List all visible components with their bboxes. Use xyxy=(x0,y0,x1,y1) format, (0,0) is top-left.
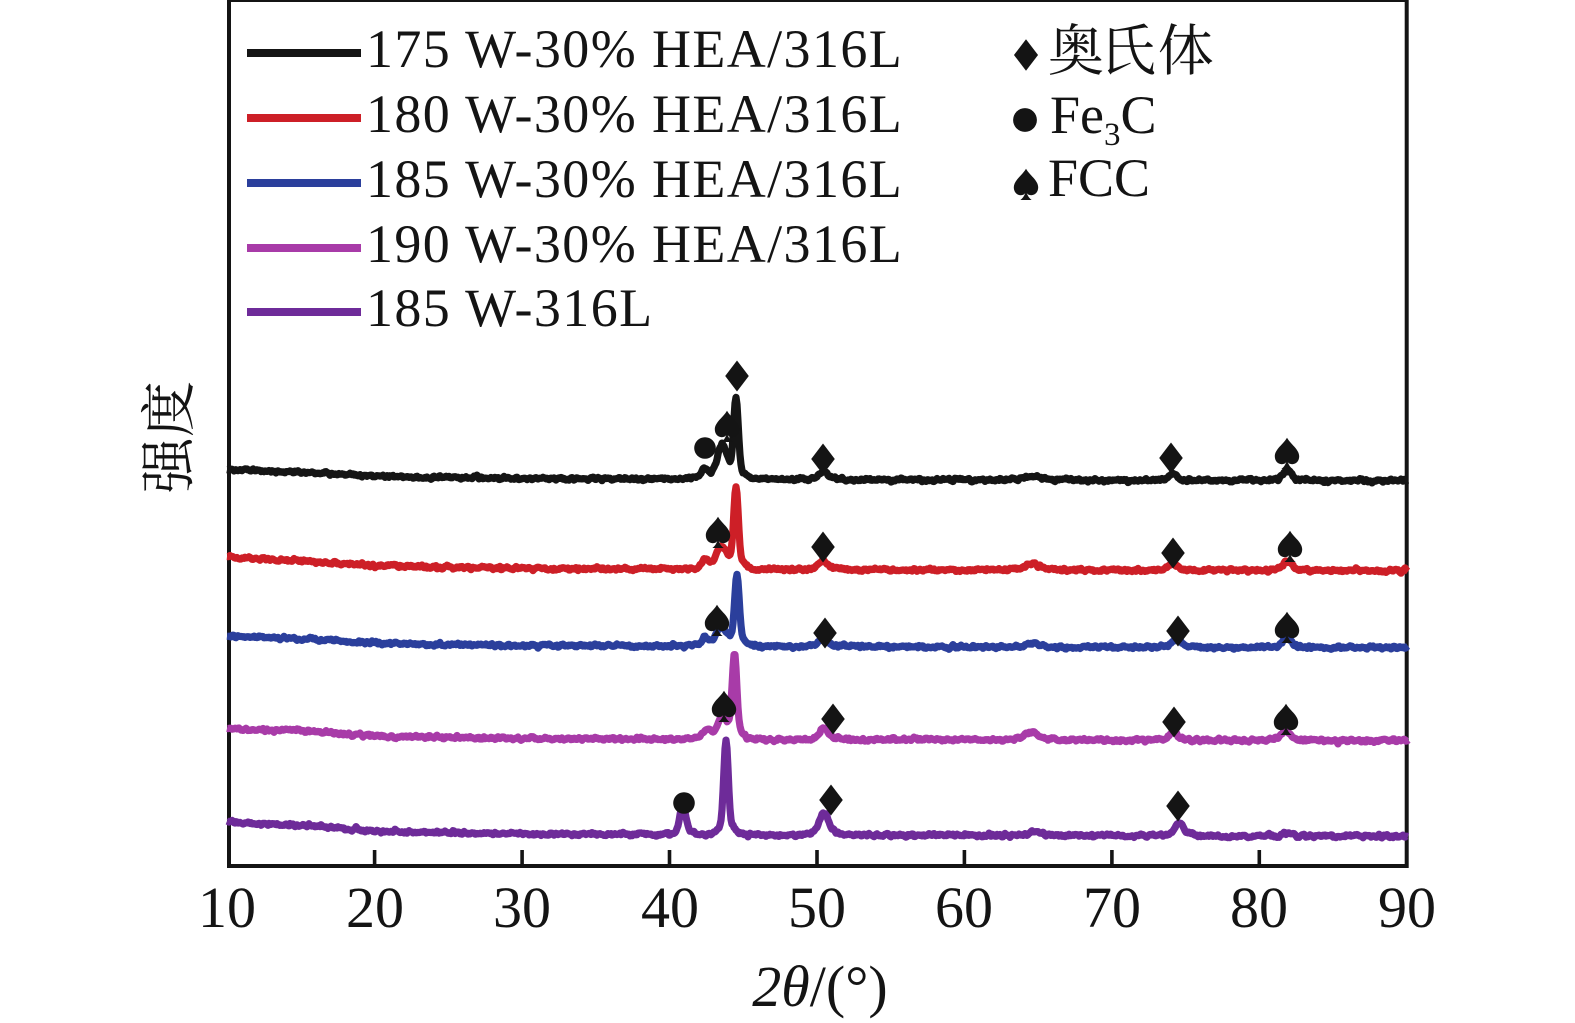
svg-text:70: 70 xyxy=(1083,875,1141,940)
svg-text:185 W-30% HEA/316L: 185 W-30% HEA/316L xyxy=(366,149,903,209)
svg-text:30: 30 xyxy=(493,875,551,940)
svg-text:10: 10 xyxy=(198,875,256,940)
svg-text:185 W-316L: 185 W-316L xyxy=(366,278,653,338)
svg-text:80: 80 xyxy=(1230,875,1288,940)
svg-text:40: 40 xyxy=(641,875,699,940)
svg-text:90: 90 xyxy=(1378,875,1436,940)
svg-text:60: 60 xyxy=(935,875,993,940)
svg-text:180 W-30% HEA/316L: 180 W-30% HEA/316L xyxy=(366,84,903,144)
svg-text:Fe3C: Fe3C xyxy=(1050,85,1157,153)
svg-text:2θ/(°): 2θ/(°) xyxy=(752,954,887,1019)
svg-text:190 W-30% HEA/316L: 190 W-30% HEA/316L xyxy=(366,214,903,274)
svg-text:175 W-30% HEA/316L: 175 W-30% HEA/316L xyxy=(366,19,903,79)
svg-text:20: 20 xyxy=(346,875,404,940)
svg-text:FCC: FCC xyxy=(1048,148,1150,208)
svg-text:50: 50 xyxy=(788,875,846,940)
